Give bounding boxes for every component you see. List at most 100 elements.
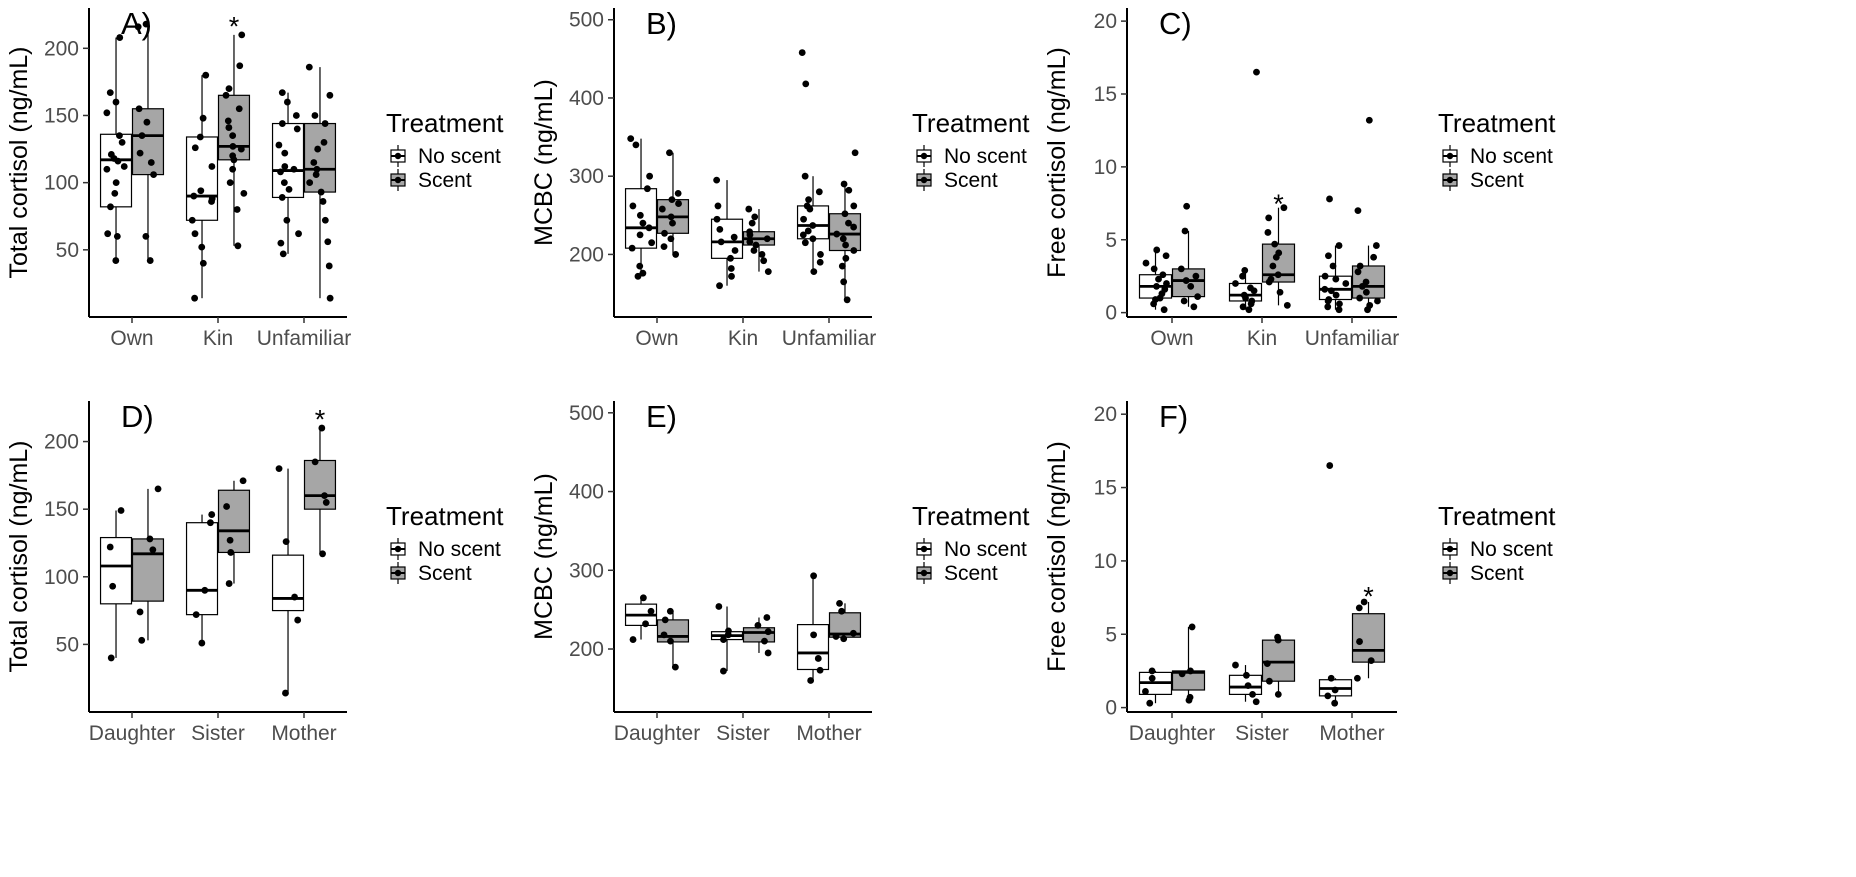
box-scent-unfamiliar xyxy=(303,63,337,302)
data-point xyxy=(801,172,809,180)
y-tick-label: 15 xyxy=(1094,83,1117,106)
data-point xyxy=(1240,291,1248,299)
data-point xyxy=(1182,277,1190,284)
data-point xyxy=(716,225,724,233)
box-no-scent-daughter xyxy=(99,507,133,662)
data-point xyxy=(112,257,120,264)
y-tick-label: 20 xyxy=(1094,403,1117,426)
data-point xyxy=(225,124,233,131)
y-tick-label: 150 xyxy=(44,498,79,521)
data-point xyxy=(235,105,243,113)
data-point xyxy=(197,187,205,195)
box-no-scent-sister xyxy=(1228,661,1263,706)
legend-key-scent xyxy=(1442,562,1458,584)
data-point xyxy=(142,20,150,28)
data-point xyxy=(763,614,771,621)
data-point xyxy=(310,159,318,166)
data-point xyxy=(850,202,858,210)
data-point xyxy=(1249,690,1256,698)
data-point xyxy=(754,621,762,629)
data-point xyxy=(643,185,651,193)
data-point xyxy=(746,228,754,236)
data-point xyxy=(225,580,233,587)
data-point xyxy=(238,31,246,39)
data-point xyxy=(1331,699,1339,707)
data-point xyxy=(667,235,675,243)
data-point xyxy=(816,666,824,674)
x-tick-label: Sister xyxy=(191,722,245,745)
data-point xyxy=(1142,259,1150,267)
y-tick-label: 500 xyxy=(569,402,604,425)
legend-key-scent xyxy=(916,562,932,584)
data-point xyxy=(804,227,812,235)
data-point xyxy=(1263,660,1271,667)
legend-key-scent xyxy=(916,169,932,191)
x-tick-label: Kin xyxy=(728,327,758,350)
data-point xyxy=(116,34,124,41)
x-tick-label: Mother xyxy=(796,722,861,745)
data-point xyxy=(294,616,302,624)
data-point xyxy=(642,620,649,628)
data-point xyxy=(282,689,289,697)
legend-label: No scent xyxy=(418,145,501,168)
data-point xyxy=(208,163,216,170)
y-axis-title: Free cortisol (ng/mL) xyxy=(1043,47,1071,278)
y-tick-label: 200 xyxy=(44,37,79,60)
legend-title: Treatment xyxy=(912,108,1030,138)
data-point xyxy=(1327,674,1335,682)
data-point xyxy=(234,242,242,250)
data-point xyxy=(292,112,300,119)
x-tick-label: Daughter xyxy=(89,722,175,745)
x-tick-label: Mother xyxy=(1319,722,1384,745)
data-point xyxy=(648,239,656,247)
data-point xyxy=(277,168,284,176)
legend-label: No scent xyxy=(944,145,1027,168)
data-point xyxy=(803,202,811,210)
y-tick-label: 200 xyxy=(44,431,79,454)
legend-label: Scent xyxy=(1470,562,1524,585)
data-point xyxy=(1160,306,1168,314)
data-point xyxy=(138,132,146,140)
data-point xyxy=(1356,262,1364,270)
data-point xyxy=(1188,623,1196,631)
box-no-scent-sister xyxy=(185,511,219,647)
data-point xyxy=(802,80,810,88)
data-point xyxy=(229,142,237,150)
data-point xyxy=(190,192,198,200)
data-point xyxy=(843,296,851,304)
legend-key-no-scent xyxy=(916,145,932,167)
panel-c: 0 5 10 15 20 Own Kin Unfamiliar Free cortisol (n… xyxy=(1043,6,1556,350)
data-point xyxy=(281,149,289,157)
data-point xyxy=(1327,287,1335,295)
data-point xyxy=(752,241,760,249)
data-point xyxy=(191,230,199,238)
data-point xyxy=(207,519,214,527)
legend-title: Treatment xyxy=(912,501,1030,531)
data-point xyxy=(1331,686,1339,694)
data-point xyxy=(645,224,653,232)
data-point xyxy=(1366,301,1374,309)
data-point xyxy=(815,188,823,196)
data-point xyxy=(107,654,115,662)
data-point xyxy=(764,628,772,636)
y-tick-label: 200 xyxy=(569,638,604,661)
data-point xyxy=(810,631,818,639)
box-no-scent-kin xyxy=(1228,68,1263,314)
legend-label: Scent xyxy=(944,169,998,192)
data-point xyxy=(136,149,144,157)
data-point xyxy=(717,238,725,246)
data-point xyxy=(845,186,853,194)
data-point xyxy=(658,205,666,213)
data-point xyxy=(716,282,723,290)
data-point xyxy=(1325,252,1332,260)
x-tick-label: Own xyxy=(110,327,153,350)
box-iqr xyxy=(271,554,305,612)
data-point xyxy=(237,145,245,153)
x-tick-label: Kin xyxy=(203,327,233,350)
x-tick-label: Unfamiliar xyxy=(782,327,877,350)
significance-marker: * xyxy=(1273,189,1284,219)
data-point xyxy=(191,294,199,302)
data-point xyxy=(320,138,328,146)
data-point xyxy=(836,599,843,607)
